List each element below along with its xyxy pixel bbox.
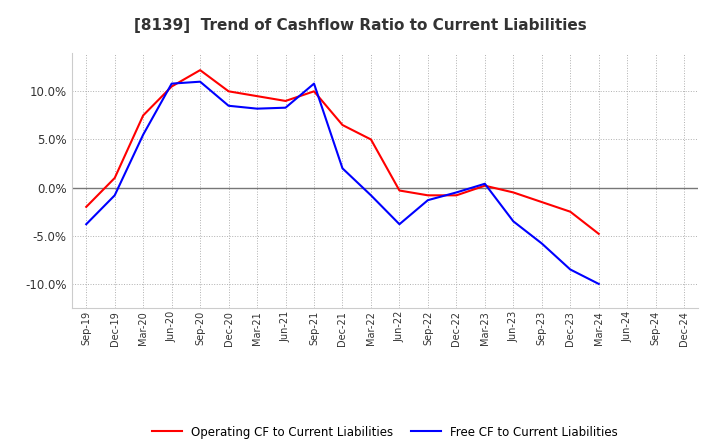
Free CF to Current Liabilities — [480, 181, 489, 187]
Free CF to Current Liabilities — [338, 166, 347, 171]
Operating CF to Current Liabilities — [196, 67, 204, 73]
Line: Operating CF to Current Liabilities: Operating CF to Current Liabilities — [86, 70, 599, 234]
Free CF to Current Liabilities — [310, 81, 318, 86]
Operating CF to Current Liabilities — [480, 183, 489, 188]
Text: [8139]  Trend of Cashflow Ratio to Current Liabilities: [8139] Trend of Cashflow Ratio to Curren… — [134, 18, 586, 33]
Operating CF to Current Liabilities — [82, 204, 91, 209]
Free CF to Current Liabilities — [423, 198, 432, 203]
Free CF to Current Liabilities — [139, 132, 148, 137]
Operating CF to Current Liabilities — [595, 231, 603, 236]
Operating CF to Current Liabilities — [566, 209, 575, 214]
Free CF to Current Liabilities — [509, 219, 518, 224]
Free CF to Current Liabilities — [537, 241, 546, 246]
Operating CF to Current Liabilities — [110, 176, 119, 181]
Free CF to Current Liabilities — [595, 281, 603, 286]
Operating CF to Current Liabilities — [167, 84, 176, 89]
Operating CF to Current Liabilities — [253, 93, 261, 99]
Free CF to Current Liabilities — [566, 267, 575, 272]
Operating CF to Current Liabilities — [452, 193, 461, 198]
Operating CF to Current Liabilities — [282, 98, 290, 103]
Free CF to Current Liabilities — [82, 222, 91, 227]
Free CF to Current Liabilities — [395, 222, 404, 227]
Free CF to Current Liabilities — [167, 81, 176, 86]
Operating CF to Current Liabilities — [509, 190, 518, 195]
Free CF to Current Liabilities — [110, 193, 119, 198]
Operating CF to Current Liabilities — [338, 122, 347, 128]
Operating CF to Current Liabilities — [537, 199, 546, 205]
Operating CF to Current Liabilities — [366, 137, 375, 142]
Free CF to Current Liabilities — [225, 103, 233, 108]
Operating CF to Current Liabilities — [139, 113, 148, 118]
Operating CF to Current Liabilities — [310, 89, 318, 94]
Legend: Operating CF to Current Liabilities, Free CF to Current Liabilities: Operating CF to Current Liabilities, Fre… — [148, 421, 623, 440]
Operating CF to Current Liabilities — [395, 188, 404, 193]
Free CF to Current Liabilities — [196, 79, 204, 84]
Free CF to Current Liabilities — [452, 190, 461, 195]
Operating CF to Current Liabilities — [423, 193, 432, 198]
Free CF to Current Liabilities — [253, 106, 261, 111]
Free CF to Current Liabilities — [282, 105, 290, 110]
Operating CF to Current Liabilities — [225, 89, 233, 94]
Free CF to Current Liabilities — [366, 193, 375, 198]
Line: Free CF to Current Liabilities: Free CF to Current Liabilities — [86, 82, 599, 284]
